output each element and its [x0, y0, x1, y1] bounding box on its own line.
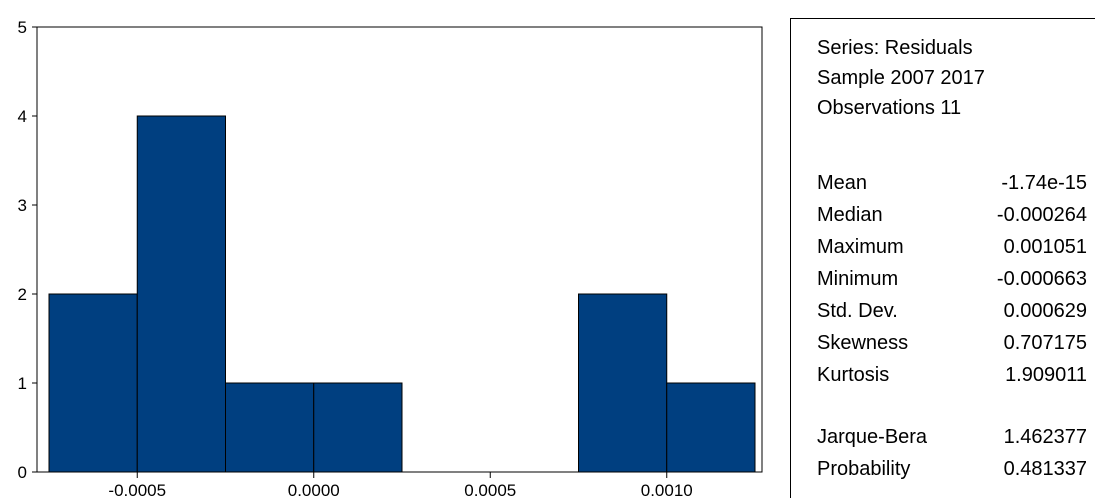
stat-row-probability: Probability 0.481337: [817, 453, 1087, 485]
histogram-bar: [666, 382, 756, 473]
stat-label: Jarque-Bera: [817, 426, 928, 448]
stat-label: Skewness: [817, 332, 909, 354]
stat-row-median: Median -0.000264: [817, 199, 1087, 231]
histogram-bar: [48, 293, 138, 473]
stat-value: 0.481337: [1003, 458, 1087, 480]
stat-row-jarque-bera: Jarque-Bera 1.462377: [817, 421, 1087, 453]
sample-label: Sample 2007 2017: [817, 67, 985, 89]
histogram-bar: [313, 382, 403, 473]
stats-spacer: [817, 391, 1087, 421]
stat-value: 1.909011: [1005, 364, 1087, 386]
y-tick-label: 3: [18, 196, 27, 215]
stat-row-mean: Mean -1.74e-15: [817, 167, 1087, 199]
stat-row-kurtosis: Kurtosis 1.909011: [817, 359, 1087, 391]
histogram-bar: [225, 382, 315, 473]
histogram-bar: [136, 115, 226, 473]
y-tick-label: 4: [18, 107, 27, 126]
stat-value: 0.707175: [1003, 332, 1087, 354]
stat-value: 0.001051: [1003, 236, 1087, 258]
stat-value: 1.462377: [1003, 426, 1087, 448]
series-label: Series: Residuals: [817, 37, 973, 59]
x-tick-label: 0.0000: [288, 481, 340, 498]
stat-value: -0.000264: [996, 204, 1087, 226]
stat-label: Maximum: [817, 236, 904, 258]
histogram-chart: 0 1 2 3 4 5 -0.0005 0.0000 0.0005 0.0010: [18, 18, 763, 498]
stat-row-skewness: Skewness 0.707175: [817, 327, 1087, 359]
stat-row-minimum: Minimum -0.000663: [817, 263, 1087, 295]
stats-header: Series: Residuals Sample 2007 2017 Obser…: [817, 33, 985, 123]
histogram-svg: 0 1 2 3 4 5 -0.0005 0.0000 0.0005 0.0010: [18, 18, 763, 498]
stat-label: Median: [817, 204, 883, 226]
stats-table: Mean -1.74e-15 Median -0.000264 Maximum …: [817, 167, 1087, 485]
y-tick-label: 2: [18, 285, 27, 304]
y-tick-label: 0: [18, 463, 27, 482]
stat-row-maximum: Maximum 0.001051: [817, 231, 1087, 263]
stat-value: -1.74e-15: [1001, 172, 1087, 194]
stat-label: Minimum: [817, 268, 899, 290]
descriptive-stats-panel: Series: Residuals Sample 2007 2017 Obser…: [790, 18, 1095, 498]
x-tick-label: -0.0005: [108, 481, 166, 498]
stat-value: -0.000663: [996, 268, 1087, 290]
observations-label: Observations 11: [817, 97, 962, 119]
stat-label: Kurtosis: [817, 364, 890, 386]
x-tick-label: 0.0010: [641, 481, 693, 498]
stat-label: Mean: [817, 172, 868, 194]
stat-row-std-dev: Std. Dev. 0.000629: [817, 295, 1087, 327]
stat-value: 0.000629: [1003, 300, 1087, 322]
y-tick-label: 1: [18, 374, 27, 393]
stat-label: Std. Dev.: [817, 300, 898, 322]
stat-label: Probability: [817, 458, 911, 480]
x-tick-label: 0.0005: [464, 481, 516, 498]
histogram-bar: [578, 293, 668, 473]
y-tick-label: 5: [18, 18, 27, 37]
